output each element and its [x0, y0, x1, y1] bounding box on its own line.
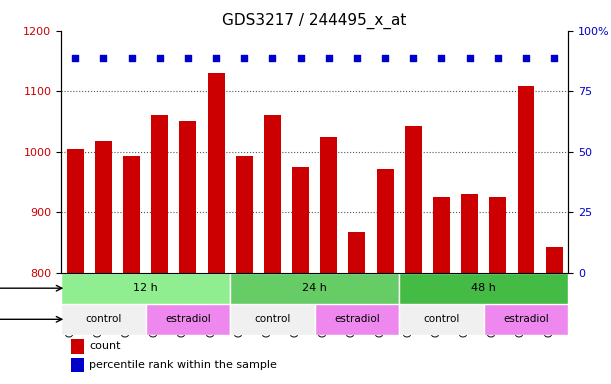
- Bar: [433, 197, 450, 273]
- Bar: [95, 141, 112, 273]
- Point: [240, 55, 249, 61]
- FancyBboxPatch shape: [61, 304, 145, 335]
- Point: [268, 55, 277, 61]
- Bar: [546, 247, 563, 273]
- Text: control: control: [254, 314, 291, 324]
- Bar: [152, 115, 168, 273]
- Bar: [348, 232, 365, 273]
- Bar: [236, 156, 253, 273]
- Text: 24 h: 24 h: [302, 283, 327, 293]
- Point: [352, 55, 362, 61]
- Bar: [180, 121, 196, 273]
- Point: [296, 55, 306, 61]
- Bar: [461, 194, 478, 273]
- Point: [521, 55, 531, 61]
- Title: GDS3217 / 244495_x_at: GDS3217 / 244495_x_at: [222, 13, 407, 29]
- Bar: [405, 126, 422, 273]
- Text: count: count: [89, 341, 120, 351]
- Text: 48 h: 48 h: [471, 283, 496, 293]
- Point: [183, 55, 193, 61]
- Text: percentile rank within the sample: percentile rank within the sample: [89, 360, 277, 370]
- Point: [98, 55, 108, 61]
- Point: [380, 55, 390, 61]
- Text: estradiol: estradiol: [165, 314, 211, 324]
- Point: [408, 55, 418, 61]
- Text: estradiol: estradiol: [503, 314, 549, 324]
- Text: estradiol: estradiol: [334, 314, 380, 324]
- Bar: [489, 197, 507, 273]
- Bar: [67, 149, 84, 273]
- FancyBboxPatch shape: [230, 304, 315, 335]
- Text: 12 h: 12 h: [133, 283, 158, 293]
- FancyBboxPatch shape: [399, 304, 484, 335]
- FancyBboxPatch shape: [315, 304, 399, 335]
- FancyBboxPatch shape: [230, 273, 399, 304]
- Bar: [320, 137, 337, 273]
- FancyBboxPatch shape: [61, 273, 230, 304]
- Point: [211, 55, 221, 61]
- Bar: [123, 156, 140, 273]
- Text: control: control: [85, 314, 122, 324]
- Bar: [518, 86, 535, 273]
- Point: [70, 55, 80, 61]
- Bar: [208, 73, 224, 273]
- Point: [155, 55, 164, 61]
- Point: [436, 55, 446, 61]
- Text: control: control: [423, 314, 459, 324]
- Bar: [292, 167, 309, 273]
- Bar: [71, 339, 84, 354]
- Point: [126, 55, 136, 61]
- FancyBboxPatch shape: [484, 304, 568, 335]
- Bar: [71, 358, 84, 372]
- Point: [493, 55, 503, 61]
- FancyBboxPatch shape: [145, 304, 230, 335]
- Point: [465, 55, 475, 61]
- Point: [324, 55, 334, 61]
- FancyBboxPatch shape: [399, 273, 568, 304]
- Bar: [376, 169, 393, 273]
- Bar: [264, 115, 281, 273]
- Point: [549, 55, 559, 61]
